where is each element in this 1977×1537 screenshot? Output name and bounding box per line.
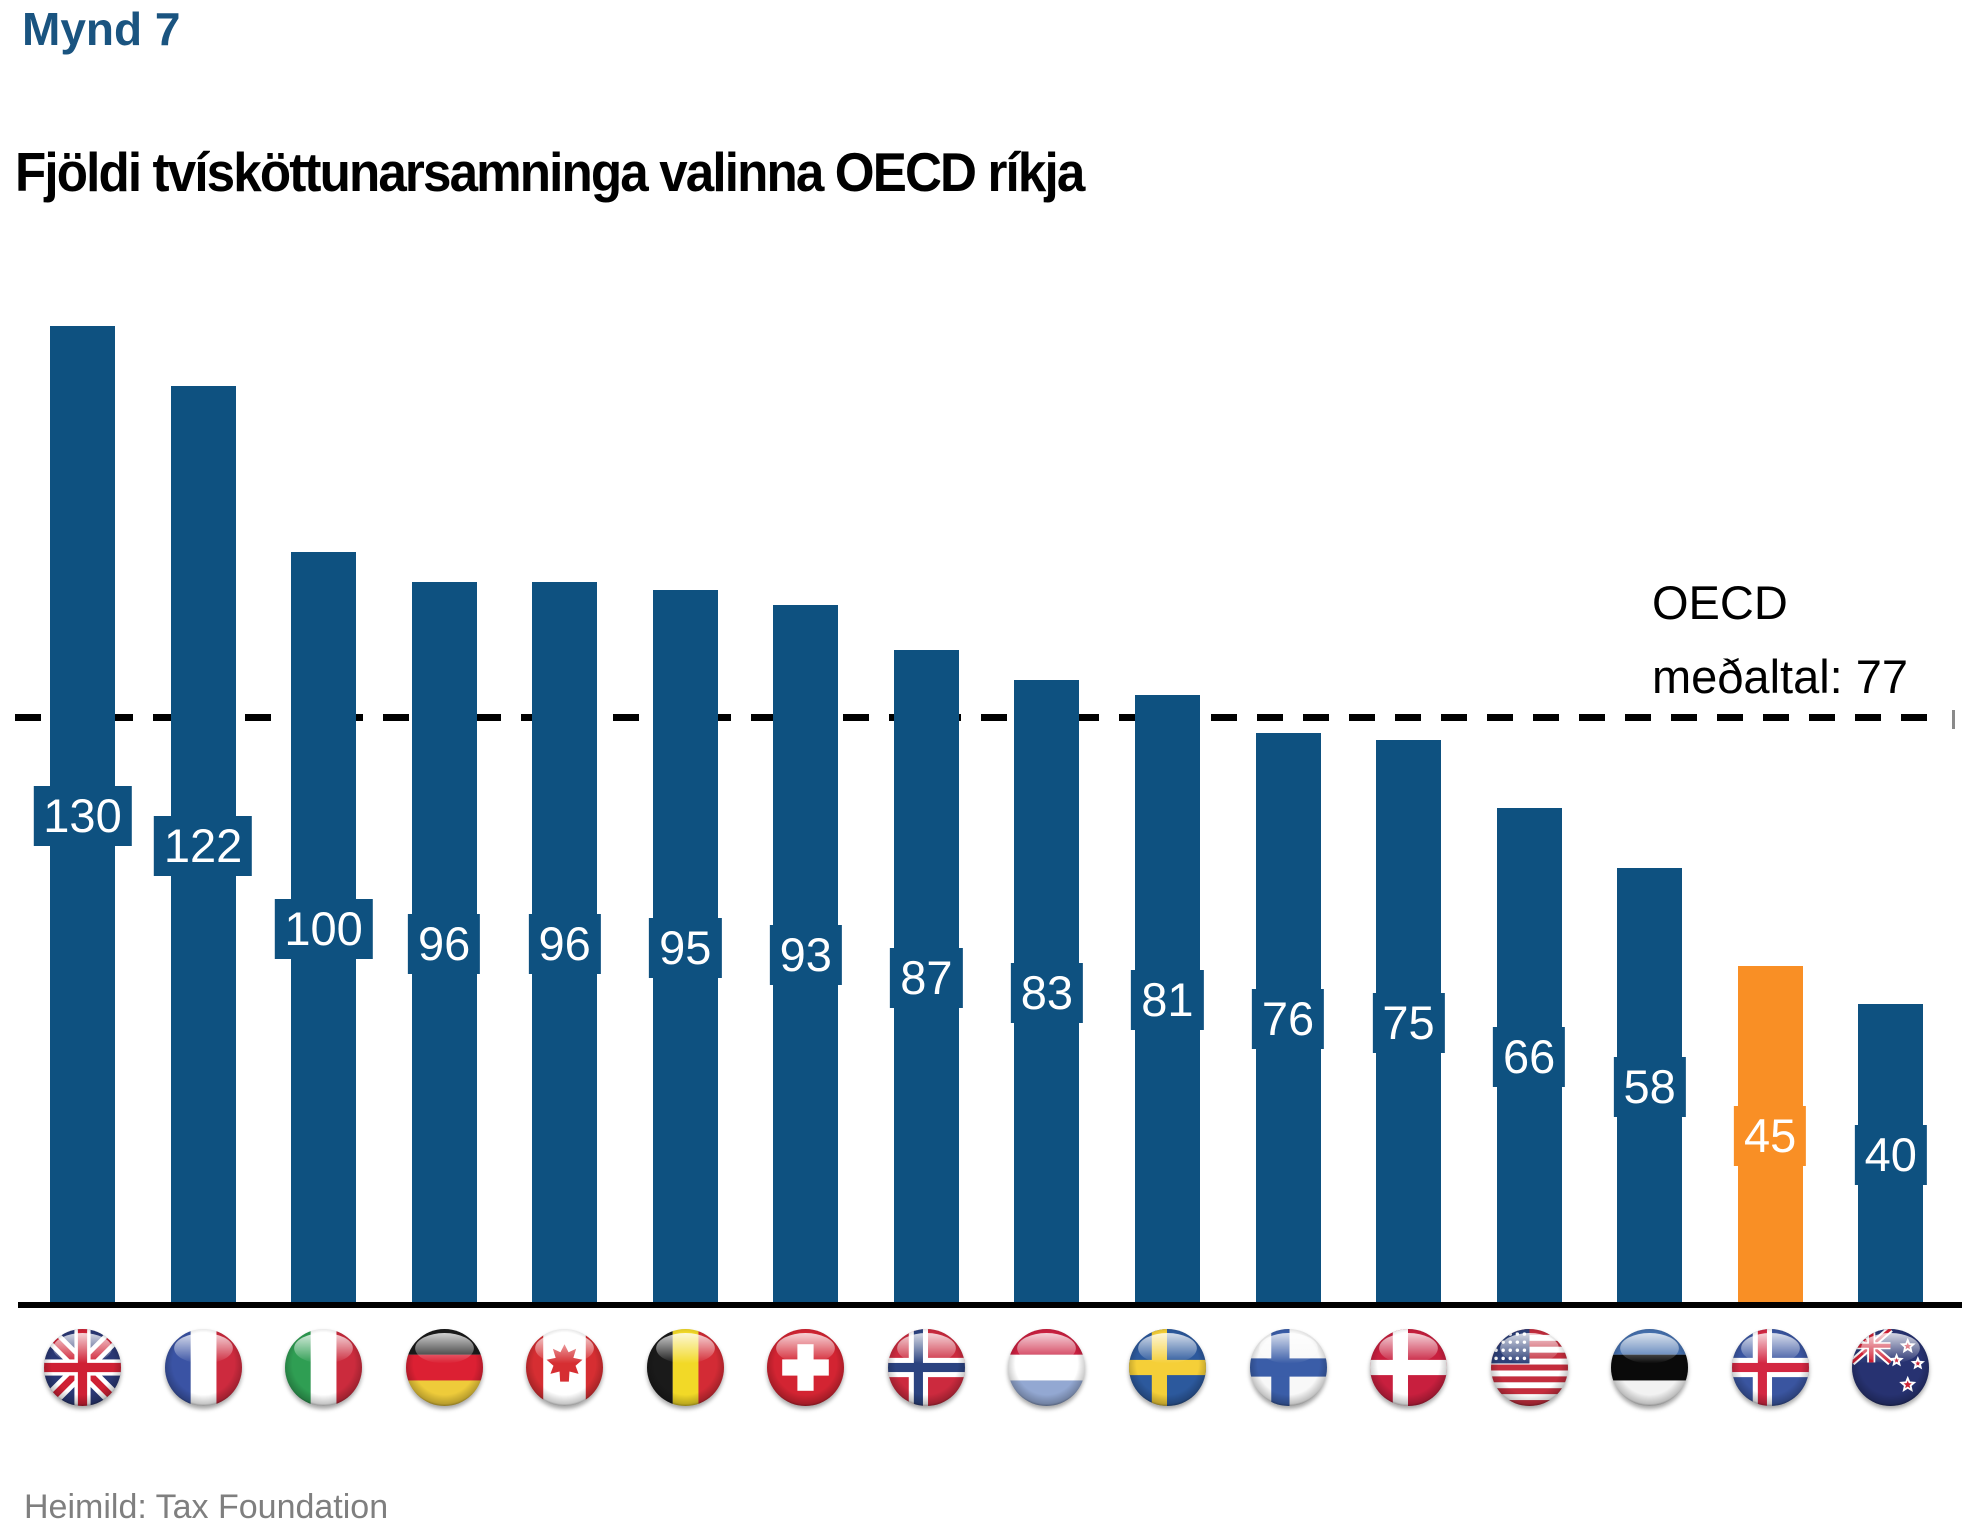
bar-value-label-fi: 76 [1251,989,1325,1049]
bar-value-label-de: 96 [408,914,481,974]
bar-value-label-it: 100 [274,899,373,959]
bar-value-label-dk: 75 [1372,993,1445,1053]
bar-value-label-se: 81 [1131,970,1204,1030]
bar-value-label-nz: 40 [1854,1125,1927,1185]
bar-value-label-gb: 130 [33,786,132,846]
flag-de-icon [405,1329,483,1406]
x-axis-line [18,1302,1962,1308]
flag-no-icon [887,1329,965,1406]
bar-value-label-be: 95 [649,918,722,978]
figure-label: Mynd 7 [22,3,181,55]
flag-ca-icon [526,1329,604,1406]
oecd-average-label-line2: meðaltal: 77 [1652,650,1909,703]
flag-nz-icon [1852,1329,1930,1406]
oecd-average-label: OECD meðaltal: 77 [1652,566,1908,714]
bar-value-label-no: 87 [890,948,963,1008]
oecd-average-label-line1: OECD [1652,576,1788,629]
chart-title: Fjöldi tvísköttunarsamninga valinna OECD… [15,141,1085,203]
flag-it-icon [285,1329,363,1406]
bar-value-label-ee: 58 [1613,1057,1686,1117]
flag-dk-icon [1370,1329,1447,1406]
flag-ch-icon [767,1329,845,1406]
oecd-average-dashed-line [15,714,1940,721]
oecd-average-line-end-tick [1952,710,1955,729]
flag-us-icon [1490,1329,1568,1406]
flag-se-icon [1129,1329,1206,1406]
flag-is-icon [1731,1329,1809,1406]
flag-ee-icon [1611,1329,1689,1406]
flag-be-icon [646,1329,724,1406]
bar-value-label-us: 66 [1492,1027,1566,1087]
flag-fr-icon [164,1329,242,1406]
bar-value-label-is: 45 [1734,1106,1807,1166]
bar-value-label-fr: 122 [153,816,253,876]
bar-value-label-ca: 96 [528,914,601,974]
bar-value-label-lu: 83 [1010,963,1084,1023]
flag-lu-icon [1008,1329,1086,1406]
flag-gb-icon [44,1329,121,1406]
bar-value-label-ch: 93 [769,925,842,985]
source-note: Heimild: Tax Foundation [24,1488,389,1526]
flag-fi-icon [1249,1329,1327,1406]
